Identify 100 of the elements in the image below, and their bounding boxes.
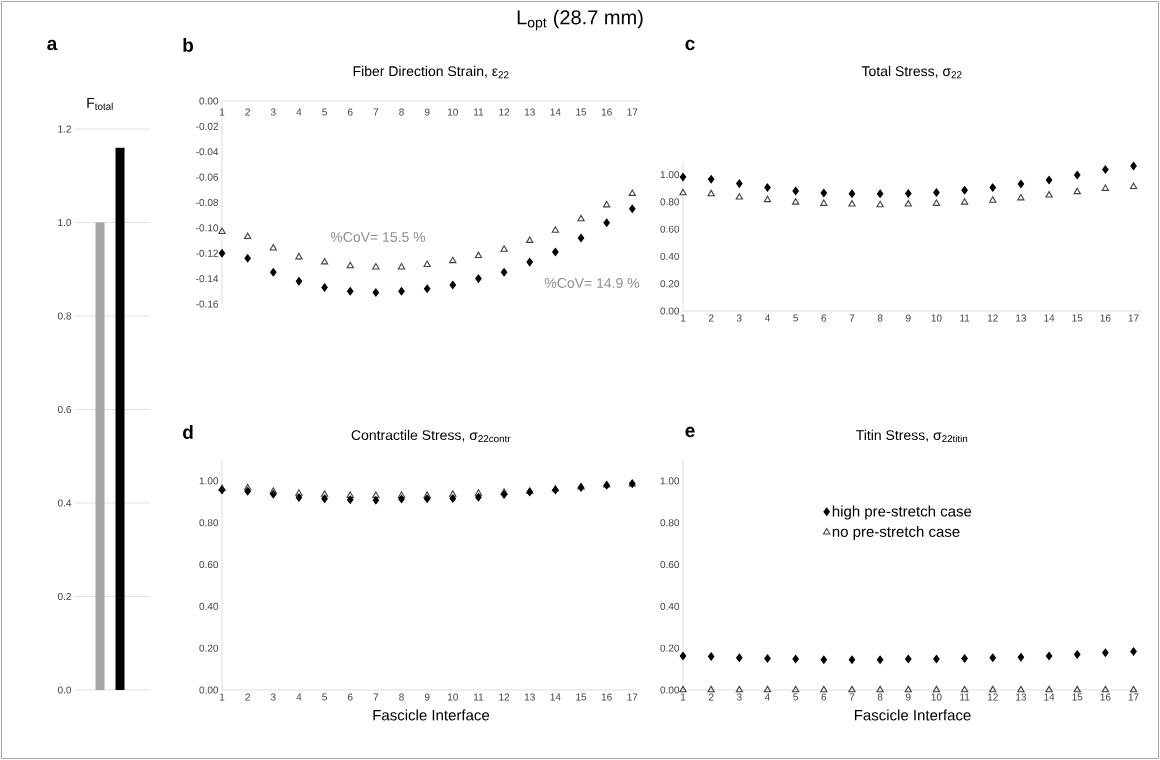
- text: e: [685, 426, 695, 438]
- point: [791, 198, 800, 205]
- point: [346, 495, 354, 504]
- x-tick-label: 2: [245, 108, 250, 116]
- x-tick-label: 9: [905, 314, 911, 322]
- point: [1101, 184, 1110, 191]
- x-tick-label: 2: [708, 314, 714, 322]
- point: [269, 487, 277, 494]
- point: [577, 233, 585, 243]
- point: [603, 218, 610, 227]
- legend-label: no pre-stretch case: [832, 525, 960, 540]
- x-tick-label: 3: [270, 693, 276, 701]
- x-tick-label: 13: [1016, 314, 1027, 322]
- x-tick-label: 8: [877, 693, 883, 701]
- point: [552, 247, 559, 257]
- point: [346, 491, 354, 498]
- point: [904, 200, 912, 207]
- y-tick-label: 1.00: [199, 477, 219, 485]
- x-tick-label: 17: [627, 108, 638, 116]
- y-tick-label: 0.60: [660, 560, 680, 569]
- x-tick-label: 12: [987, 314, 998, 322]
- point: [244, 486, 251, 496]
- point: [629, 204, 636, 213]
- point: [500, 488, 508, 495]
- point: [876, 200, 884, 208]
- y-tick-label: 0.4: [57, 499, 72, 507]
- x-tick-label: 9: [905, 693, 911, 701]
- point: [961, 186, 968, 195]
- y-tick-label: 0.20: [660, 280, 680, 288]
- point: [763, 685, 772, 693]
- x-tick-label: 12: [499, 108, 510, 116]
- y-tick-label: -0.12: [196, 249, 218, 257]
- point: [295, 277, 303, 286]
- point: [449, 256, 457, 264]
- point: [792, 186, 799, 196]
- point: [218, 485, 226, 495]
- point: [1102, 165, 1109, 174]
- point: [346, 287, 354, 296]
- point: [346, 261, 354, 269]
- x-tick-label: 5: [793, 693, 798, 701]
- x-tick-label: 12: [987, 693, 998, 701]
- point: [820, 655, 828, 664]
- point: [764, 654, 771, 663]
- point: [474, 251, 483, 259]
- point: [989, 196, 997, 203]
- x-tick-label: 3: [736, 314, 742, 322]
- y-tick-label: 0.80: [660, 198, 680, 206]
- text: a: [47, 39, 58, 51]
- x-tick-label: 4: [764, 693, 770, 701]
- point: [679, 172, 687, 182]
- x-tick-label: 10: [931, 314, 942, 322]
- x-tick-label: 6: [821, 693, 827, 701]
- y-tick-label: 0.00: [199, 686, 219, 694]
- point: [244, 254, 251, 263]
- point: [1130, 161, 1137, 171]
- y-tick-label: 0.80: [199, 519, 219, 527]
- point: [526, 236, 534, 243]
- point: [449, 280, 457, 290]
- x-tick-label: 2: [245, 693, 250, 701]
- point: [1129, 685, 1138, 693]
- y-tick-label: 1.0: [58, 218, 72, 227]
- point: [1045, 685, 1053, 693]
- point: [707, 175, 715, 184]
- point: [735, 193, 743, 200]
- point: [1017, 685, 1025, 693]
- point: [1017, 179, 1025, 189]
- point: [551, 226, 560, 233]
- point: [933, 188, 940, 197]
- y-tick-label: 0.00: [199, 97, 219, 105]
- x-tick-label: 11: [474, 693, 484, 701]
- point: [423, 284, 431, 293]
- x-tick-label: 9: [424, 108, 430, 116]
- point: [1073, 187, 1081, 195]
- point: [372, 263, 380, 270]
- x-tick-label: 13: [1016, 693, 1027, 701]
- x-tick-label: 5: [322, 108, 327, 116]
- point: [372, 288, 380, 297]
- chart-title: Fiber Direction Strain, ε$_{22}$: [353, 65, 509, 79]
- point: [904, 685, 912, 693]
- point: [820, 685, 828, 693]
- point: [848, 685, 856, 693]
- x-tick-label: 14: [1044, 693, 1055, 701]
- x-tick-label: 17: [627, 693, 638, 701]
- x-tick-label: 15: [576, 108, 587, 116]
- point: [218, 227, 226, 235]
- y-tick-label: -0.14: [196, 275, 219, 283]
- point: [218, 249, 226, 258]
- x-tick-label: 2: [708, 693, 714, 701]
- y-tick-label: 0.40: [660, 252, 680, 260]
- point: [449, 490, 457, 497]
- point: [397, 263, 406, 270]
- y-tick-label: 0.20: [660, 644, 680, 652]
- y-tick-label: -0.10: [196, 224, 219, 232]
- point: [398, 287, 405, 296]
- text: L$_{opt}$ (28.7 mm): [517, 9, 643, 31]
- x-tick-label: 3: [736, 693, 742, 701]
- x-tick-label: 5: [322, 693, 327, 701]
- x-tick-label: 16: [601, 693, 612, 701]
- chart-title: F$_{total}$: [87, 98, 113, 110]
- y-tick-label: 0.40: [660, 602, 680, 610]
